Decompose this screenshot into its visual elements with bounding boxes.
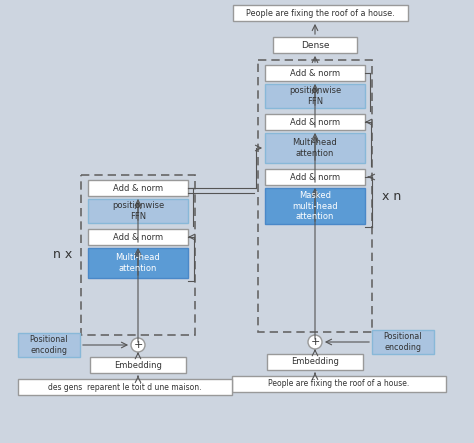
Text: positionwise
FFN: positionwise FFN: [112, 201, 164, 221]
Bar: [233, 5, 408, 21]
Bar: [267, 354, 363, 370]
Text: Add & norm: Add & norm: [113, 233, 163, 241]
Text: Masked
multi-head
attention: Masked multi-head attention: [292, 191, 338, 221]
Text: People are fixing the roof of a house.: People are fixing the roof of a house.: [246, 8, 394, 18]
Bar: [258, 60, 372, 332]
Text: n x: n x: [54, 249, 73, 261]
Bar: [81, 175, 195, 335]
Bar: [265, 169, 365, 185]
Text: Positional
encoding: Positional encoding: [30, 335, 68, 355]
Bar: [88, 199, 188, 223]
Text: Add & norm: Add & norm: [290, 69, 340, 78]
Text: +: +: [310, 337, 319, 347]
Bar: [265, 84, 365, 108]
Bar: [265, 133, 365, 163]
Text: des gens  reparent le toit d une maison.: des gens reparent le toit d une maison.: [48, 382, 202, 392]
Circle shape: [131, 338, 145, 352]
Text: Positional
encoding: Positional encoding: [384, 332, 422, 352]
Bar: [273, 37, 357, 53]
Text: +: +: [133, 340, 143, 350]
Text: Multi-head
attention: Multi-head attention: [116, 253, 160, 273]
Bar: [265, 114, 365, 130]
Bar: [372, 330, 434, 354]
Bar: [265, 188, 365, 224]
Text: Embedding: Embedding: [291, 358, 339, 366]
Text: Embedding: Embedding: [114, 361, 162, 369]
Text: x n: x n: [383, 190, 401, 202]
Bar: [88, 229, 188, 245]
Bar: [232, 376, 446, 392]
Text: People are fixing the roof of a house.: People are fixing the roof of a house.: [268, 380, 410, 389]
Bar: [88, 180, 188, 196]
Bar: [90, 357, 186, 373]
Text: Add & norm: Add & norm: [290, 172, 340, 182]
Bar: [265, 65, 365, 81]
Circle shape: [308, 335, 322, 349]
Text: Add & norm: Add & norm: [113, 183, 163, 193]
Bar: [88, 248, 188, 278]
Text: Multi-head
attention: Multi-head attention: [292, 138, 337, 158]
Text: positionwise
FFN: positionwise FFN: [289, 86, 341, 106]
Text: Dense: Dense: [301, 40, 329, 50]
Bar: [18, 333, 80, 357]
Bar: [18, 379, 232, 395]
Text: Add & norm: Add & norm: [290, 117, 340, 127]
